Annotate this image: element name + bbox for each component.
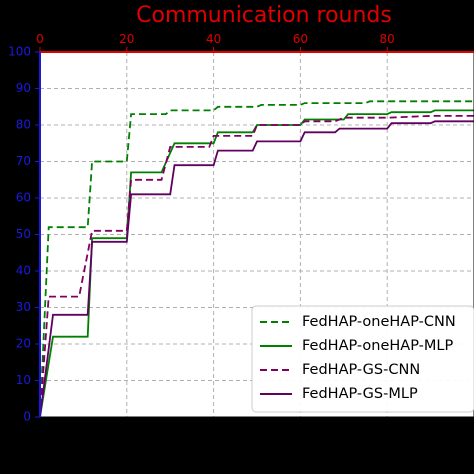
y-ticks: 0 10 20 30 40 50 60 70 80 90 100: [8, 45, 40, 424]
y-tick-label: 100: [8, 45, 31, 59]
series-line-4: [39, 120, 474, 418]
x-ticks: 0 20 40 60 80: [36, 32, 395, 52]
x-tick-label: 0: [36, 32, 44, 46]
x-axis-label: Communication rounds: [136, 3, 392, 28]
legend-label: FedHAP-oneHAP-MLP: [302, 338, 453, 354]
x-tick-label: 20: [119, 32, 134, 46]
y-tick-label: 10: [16, 373, 31, 387]
y-tick-label: 60: [16, 191, 31, 205]
y-tick-label: 70: [16, 154, 31, 168]
y-tick-label: 80: [16, 118, 31, 132]
legend-label: FedHAP-oneHAP-CNN: [302, 314, 456, 330]
legend-box: [251, 305, 474, 413]
legend-label: FedHAP-GS-MLP: [302, 386, 418, 402]
x-tick-label: 40: [206, 32, 221, 46]
legend: FedHAP-oneHAP-CNN FedHAP-oneHAP-MLP FedHAP…: [251, 305, 474, 413]
series-layer: [39, 100, 474, 418]
y-tick-label: 30: [16, 300, 31, 314]
y-tick-label: 50: [16, 227, 31, 241]
y-tick-label: 90: [16, 81, 31, 95]
series-line-2: [39, 109, 474, 418]
series-line-3: [39, 115, 474, 418]
series-line-1: [39, 100, 474, 418]
x-tick-label: 60: [293, 32, 308, 46]
y-tick-label: 0: [23, 410, 31, 424]
legend-label: FedHAP-GS-CNN: [302, 362, 420, 378]
x-tick-label: 80: [380, 32, 395, 46]
y-tick-label: 40: [16, 264, 31, 278]
y-tick-label: 20: [16, 337, 31, 351]
